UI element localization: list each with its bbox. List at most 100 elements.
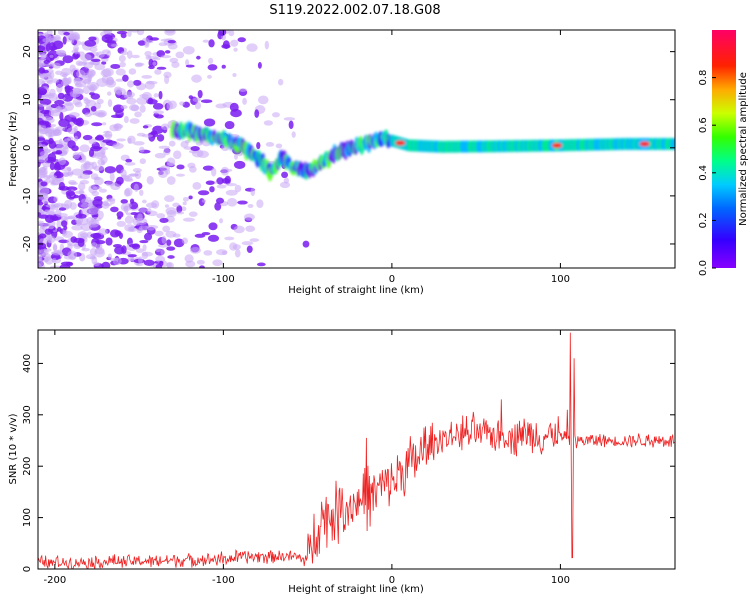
spectrogram-noise-blob — [105, 237, 113, 246]
spectrogram-noise-blob — [109, 172, 115, 182]
spectrogram-noise-blob — [221, 64, 226, 69]
spectrogram-noise-blob — [199, 265, 205, 268]
spectrogram-noise-blob — [38, 222, 44, 227]
spectrogram-noise-blob — [73, 77, 82, 86]
spectrogram-noise-blob — [166, 176, 176, 185]
spectrogram-noise-blob — [42, 37, 51, 43]
spectrogram-noise-blob — [38, 256, 43, 262]
spectrogram-noise-blob — [225, 183, 237, 187]
spectrogram-noise-blob — [227, 197, 238, 207]
spectrogram-noise-blob — [254, 109, 260, 118]
spectrogram-noise-blob — [237, 200, 248, 205]
spectrogram-noise-blob — [41, 116, 53, 122]
spectrogram-noise-blob — [44, 209, 49, 213]
spectrogram-noise-blob — [133, 183, 139, 192]
spectrogram-noise-blob — [161, 235, 167, 244]
colorbar-tick-label: 0.6 — [698, 117, 709, 133]
spectrogram-noise-blob — [82, 85, 90, 95]
spectrogram-noise-blob — [74, 47, 79, 55]
colorbar-label: Normalized spectral amplitude — [738, 72, 749, 226]
spectrogram-noise-blob — [84, 112, 92, 117]
spectrogram-noise-blob — [48, 110, 54, 117]
spectrogram-noise-blob — [233, 47, 238, 52]
spectrogram-noise-blob — [164, 195, 175, 202]
spectrogram-noise-blob — [182, 196, 189, 202]
spectrogram-noise-blob — [224, 236, 235, 241]
spectrogram-noise-blob — [106, 76, 114, 85]
spectrogram-noise-blob — [40, 109, 51, 114]
spectrogram-ylabel: Frequency (Hz) — [8, 111, 19, 187]
spectrogram-noise-blob — [155, 255, 166, 263]
spectrogram-track-peak — [639, 141, 650, 147]
spectrogram-noise-blob — [88, 206, 100, 215]
spectrogram-noise-blob — [113, 123, 124, 129]
spectrogram-noise-blob — [127, 226, 135, 232]
spectrogram-noise-blob — [237, 37, 246, 43]
spectrogram-noise-blob — [188, 211, 198, 217]
spectrogram-noise-blob — [201, 199, 207, 203]
spectrogram-noise-blob — [127, 30, 132, 37]
colorbar-tick-label: 0.0 — [698, 260, 709, 276]
spectrogram-noise-blob — [130, 104, 140, 112]
spectrogram-noise-blob — [75, 219, 82, 225]
spectrogram-noise-blob — [207, 64, 218, 71]
spectrogram-noise-blob — [82, 60, 87, 65]
spectrogram-noise-blob — [80, 53, 92, 62]
spectrogram-noise-blob — [200, 99, 213, 104]
spectrogram-noise-blob — [95, 109, 107, 118]
spectrogram-noise-blob — [121, 245, 127, 254]
spectrogram-noise-blob — [38, 233, 47, 239]
spectrogram-noise-blob — [158, 145, 170, 150]
spectrogram-noise-blob — [107, 99, 113, 108]
spectrogram-noise-blob — [234, 249, 241, 258]
spectrogram-xlabel: Height of straight line (km) — [288, 285, 424, 296]
spectrogram-noise-blob — [62, 36, 67, 45]
spectrogram-noise-blob — [68, 112, 80, 118]
spectrogram-noise-blob — [88, 36, 97, 41]
spectrogram-noise-blob — [232, 73, 237, 78]
spectrogram-noise-blob — [50, 179, 61, 186]
spectrogram-noise-blob — [110, 43, 119, 47]
spectrogram-noise-blob — [52, 251, 63, 256]
spectrogram-noise-blob — [100, 155, 108, 164]
spectrogram-noise-blob — [41, 205, 47, 210]
spectrogram-noise-blob — [62, 55, 74, 64]
spectrogram-noise-blob — [283, 117, 296, 121]
spectrogram-noise-blob — [48, 92, 58, 102]
spectrogram-noise-blob — [79, 179, 90, 185]
spectrogram-noise-blob — [165, 230, 177, 238]
spectrogram-noise-blob — [188, 95, 194, 100]
spectrogram-noise-blob — [107, 253, 112, 260]
spectrogram-noise-blob — [38, 137, 46, 141]
spectrogram-noise-blob — [216, 177, 224, 185]
spectrogram-noise-blob — [208, 57, 214, 65]
spectrogram-noise-blob — [124, 162, 136, 166]
spectrogram-noise-blob — [39, 91, 46, 96]
spectrogram-noise-blob — [228, 30, 235, 37]
spectrogram-noise-blob — [64, 85, 74, 90]
spectrogram-noise-blob — [159, 217, 169, 223]
spectrogram-noise-blob — [208, 222, 218, 231]
spectrogram-noise-blob — [196, 55, 201, 60]
snr-ytick-label: 200 — [22, 457, 33, 476]
spectrogram-track-peak — [395, 140, 406, 146]
spectrogram-noise-blob — [109, 198, 116, 205]
spectrogram-noise-blob — [112, 142, 124, 150]
spectrogram-noise-blob — [58, 157, 67, 166]
spectrogram-noise-blob — [139, 104, 146, 113]
spectrogram-noise-blob — [44, 126, 56, 134]
spectrogram-noise-blob — [209, 186, 215, 193]
spectrogram-noise-blob — [158, 42, 168, 47]
spectrogram-noise-blob — [127, 80, 135, 88]
spectrogram-noise-blob — [256, 199, 264, 209]
spectrogram-noise-blob — [105, 181, 116, 187]
spectrogram-noise-blob — [46, 208, 55, 217]
spectrogram-noise-blob — [129, 201, 139, 210]
spectrogram-noise-blob — [205, 180, 215, 186]
snr-ytick-label: 100 — [22, 508, 33, 527]
spectrogram-noise-blob — [115, 78, 125, 82]
spectrogram-noise-blob — [167, 255, 175, 259]
spectrogram-noise-blob — [154, 152, 166, 159]
